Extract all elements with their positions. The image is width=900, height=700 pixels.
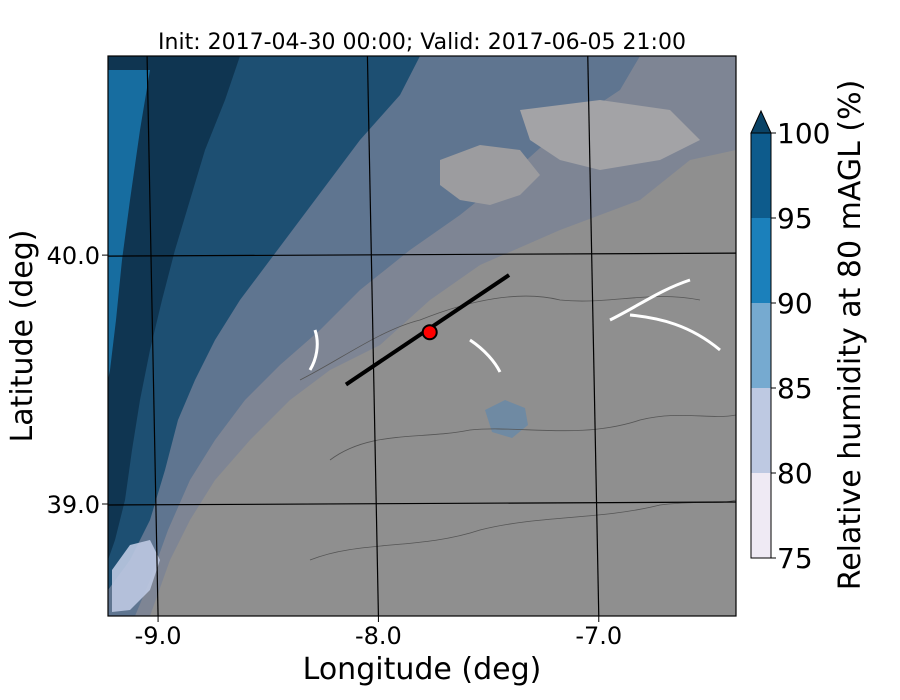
meridian-line xyxy=(587,56,600,616)
colorbar-label: Relative humidity at 80 mAGL (%) xyxy=(833,80,868,591)
colorbar-tick-label: 90 xyxy=(777,287,813,320)
colorbar-tick-label: 85 xyxy=(777,372,813,405)
cross-section-overlay xyxy=(344,273,511,387)
colorbar: 75 80 85 90 95 100 xyxy=(750,109,830,575)
field-band-coastal-blue xyxy=(108,70,150,380)
chart-title: Init: 2017-04-30 00:00; Valid: 2017-06-0… xyxy=(158,30,686,55)
field-light-patch-2 xyxy=(520,100,700,170)
field-contour-1 xyxy=(299,295,701,381)
y-axis: 40.0 39.0 xyxy=(47,242,108,519)
field-light-patch xyxy=(440,145,540,205)
colorbar-tick-label: 80 xyxy=(777,457,813,490)
colorbar-tick-label: 75 xyxy=(777,542,813,575)
meridian-line xyxy=(146,56,159,616)
location-marker xyxy=(421,324,438,341)
y-tick-label: 40.0 xyxy=(47,242,100,270)
field-blue-spot xyxy=(485,400,528,438)
colorbar-frame xyxy=(750,132,772,559)
field-river xyxy=(308,278,721,373)
field-band-darkest xyxy=(108,56,240,560)
colorbar-segment xyxy=(751,218,771,303)
humidity-field xyxy=(108,56,736,616)
parallel-line xyxy=(108,501,736,506)
x-axis-label: Longitude (deg) xyxy=(303,652,542,687)
meridian-line xyxy=(366,56,380,616)
colorbar-tick-label: 100 xyxy=(777,117,830,150)
colorbar-segment xyxy=(751,303,771,388)
colorbar-segment xyxy=(751,473,771,558)
colorbar-segment xyxy=(751,133,771,218)
x-tick-label: -9.0 xyxy=(135,622,182,650)
field-band-southwest xyxy=(112,540,160,612)
parallel-line xyxy=(108,252,736,257)
x-tick-label: -8.0 xyxy=(355,622,402,650)
field-contour-2 xyxy=(329,414,736,461)
colorbar-tick-label: 95 xyxy=(777,202,813,235)
y-axis-label: Latitude (deg) xyxy=(5,230,40,443)
colorbar-segment xyxy=(751,388,771,473)
colorbar-extend-arrow xyxy=(750,109,772,134)
y-tick-label: 39.0 xyxy=(47,491,100,519)
graticule xyxy=(108,56,736,616)
plot-frame xyxy=(107,55,737,617)
x-tick-label: -7.0 xyxy=(575,622,622,650)
x-axis: -9.0 -8.0 -7.0 xyxy=(135,616,622,650)
